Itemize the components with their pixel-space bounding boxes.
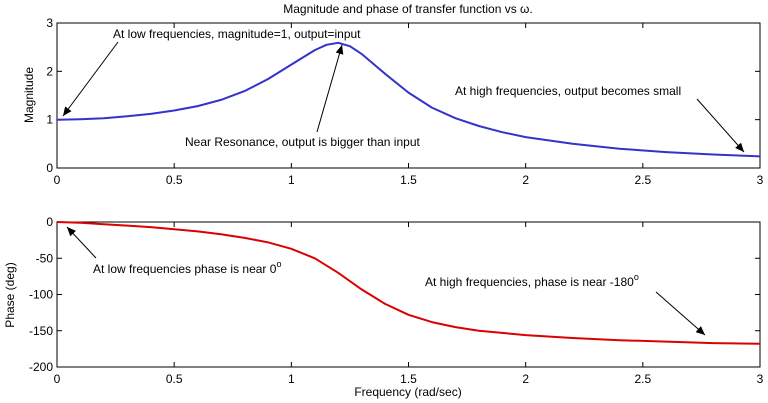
phase-series bbox=[56, 221, 761, 345]
magnitude-x-tick-label: 0.5 bbox=[166, 173, 183, 187]
annotation-arrow-high-frequency-magnitude bbox=[696, 98, 745, 153]
magnitude-y-ticks: 0 1 2 3 bbox=[46, 16, 760, 175]
phase-y-tick-label: 0 bbox=[46, 215, 53, 229]
magnitude-x-tick-label: 1 bbox=[288, 173, 295, 187]
phase-y-axis-label: Phase (deg) bbox=[3, 262, 17, 327]
magnitude-annotations: At low frequencies, magnitude=1, output=… bbox=[62, 27, 745, 153]
annotation-low-frequency-phase-text: At low frequencies phase is near 0 bbox=[93, 262, 277, 276]
annotation-arrow-high-frequency-phase bbox=[655, 291, 706, 336]
phase-line bbox=[56, 221, 761, 345]
magnitude-x-tick-label: 2 bbox=[522, 173, 529, 187]
phase-y-tick-label: -150 bbox=[29, 324, 53, 338]
magnitude-y-tick-label: 1 bbox=[46, 113, 53, 127]
phase-x-tick-label: 3 bbox=[757, 372, 764, 386]
phase-panel: 0 0.5 1 1.5 2 2.5 3 0 -50 -100 -150 -200 Phase (de… bbox=[3, 215, 764, 399]
magnitude-x-tick-label: 3 bbox=[757, 173, 764, 187]
phase-annotations: At low frequencies phase is near 0o At h… bbox=[66, 226, 706, 336]
magnitude-series bbox=[56, 41, 761, 158]
magnitude-y-axis-label: Magnitude bbox=[22, 67, 36, 123]
phase-x-tick-label: 0.5 bbox=[166, 372, 183, 386]
annotation-arrow-low-frequency-magnitude bbox=[62, 41, 119, 117]
x-axis-label: Frequency (rad/sec) bbox=[354, 385, 461, 399]
phase-y-tick-label: -200 bbox=[29, 360, 53, 374]
magnitude-y-tick-label: 2 bbox=[46, 64, 53, 78]
annotation-high-frequency-magnitude: At high frequencies, output becomes smal… bbox=[455, 84, 681, 98]
magnitude-x-tick-label: 0 bbox=[54, 173, 61, 187]
magnitude-x-ticks: 0 0.5 1 1.5 2 2.5 3 bbox=[54, 23, 764, 187]
phase-y-tick-label: -50 bbox=[36, 251, 54, 265]
magnitude-y-tick-label: 0 bbox=[46, 161, 53, 175]
annotation-arrow-low-frequency-phase bbox=[66, 226, 97, 259]
phase-x-ticks: 0 0.5 1 1.5 2 2.5 3 bbox=[54, 222, 764, 386]
magnitude-axes-box bbox=[56, 22, 761, 169]
phase-x-tick-label: 2 bbox=[522, 372, 529, 386]
phase-x-tick-label: 1 bbox=[288, 372, 295, 386]
phase-y-tick-label: -100 bbox=[29, 288, 53, 302]
annotation-low-frequency-magnitude: At low frequencies, magnitude=1, output=… bbox=[113, 27, 361, 41]
annotation-low-frequency-phase-degree: o bbox=[276, 259, 281, 269]
annotation-near-resonance: Near Resonance, output is bigger than in… bbox=[185, 135, 420, 149]
phase-axes-box bbox=[56, 221, 761, 368]
phase-y-ticks: 0 -50 -100 -150 -200 bbox=[29, 215, 760, 374]
phase-x-tick-label: 1.5 bbox=[400, 372, 417, 386]
magnitude-x-tick-label: 2.5 bbox=[634, 173, 651, 187]
magnitude-line bbox=[56, 41, 761, 158]
annotation-arrow-near-resonance bbox=[316, 44, 344, 133]
annotation-high-frequency-phase: At high frequencies, phase is near -180o bbox=[425, 272, 639, 289]
phase-x-tick-label: 2.5 bbox=[634, 372, 651, 386]
magnitude-y-tick-label: 3 bbox=[46, 16, 53, 30]
magnitude-x-tick-label: 1.5 bbox=[400, 173, 417, 187]
annotation-high-frequency-phase-text: At high frequencies, phase is near -180 bbox=[425, 275, 634, 289]
phase-x-tick-label: 0 bbox=[54, 372, 61, 386]
chart-title: Magnitude and phase of transfer function… bbox=[283, 2, 533, 16]
annotation-low-frequency-phase: At low frequencies phase is near 0o bbox=[93, 259, 281, 276]
magnitude-panel: 0 0.5 1 1.5 2 2.5 3 0 1 2 3 Magnitude At low freq… bbox=[22, 16, 764, 187]
annotation-high-frequency-phase-degree: o bbox=[634, 272, 639, 282]
